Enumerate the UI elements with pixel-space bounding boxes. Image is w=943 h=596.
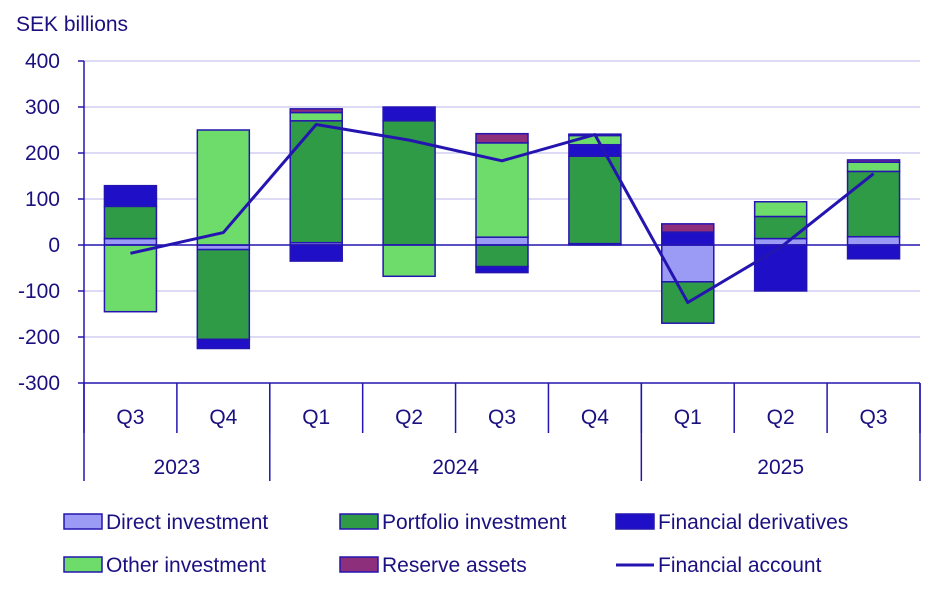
- legend-swatch-direct: [63, 513, 103, 530]
- year-label: 2025: [757, 456, 804, 479]
- legend-swatch-portfolio: [339, 513, 379, 530]
- legend-swatch-derivatives: [615, 513, 655, 530]
- bar-segment-reserve-assets: [846, 159, 901, 163]
- legend-label-portfolio: Portfolio investment: [382, 511, 567, 534]
- bar-segment-other-investment: [103, 244, 158, 313]
- bar-segment-financial-derivatives: [661, 231, 715, 246]
- x-tick-label: Q4: [581, 406, 609, 429]
- bar-segment-other-investment: [382, 244, 436, 278]
- bar-segment-portfolio-investment: [846, 170, 901, 238]
- bar-segment-financial-derivatives: [103, 184, 158, 208]
- bar-segment-other-investment: [846, 161, 901, 173]
- x-tick-label: Q2: [395, 406, 423, 429]
- x-tick-label: Q3: [116, 406, 144, 429]
- bar-segment-financial-derivatives: [196, 338, 251, 350]
- legend: Direct investment Portfolio investment F…: [63, 511, 848, 577]
- bar-segment-financial-derivatives: [753, 244, 808, 292]
- y-axis-label: SEK billions: [16, 13, 128, 36]
- axes: 400 300 200 100 0 -100 -200 -300 Q3 Q4 Q1 Q2 Q3 Q4 Q1 Q…: [18, 50, 921, 481]
- x-tick-label: Q3: [860, 406, 888, 429]
- bar-segment-financial-derivatives: [568, 143, 622, 157]
- legend-label-other: Other investment: [106, 554, 266, 577]
- bar-segment-financial-derivatives: [475, 265, 529, 274]
- legend-swatch-reserve: [339, 556, 379, 573]
- bar-segment-other-investment: [475, 142, 529, 238]
- y-tick-label: 0: [48, 234, 60, 257]
- legend-label-derivatives: Financial derivatives: [658, 511, 848, 534]
- legend-label-account: Financial account: [658, 554, 822, 577]
- bar-segment-direct-investment: [475, 236, 529, 246]
- bar-segment-portfolio-investment: [289, 120, 343, 244]
- y-tick-label: 200: [25, 142, 60, 165]
- x-tick-label: Q1: [674, 406, 702, 429]
- bar-segment-financial-derivatives: [289, 244, 343, 262]
- financial-account-line: [130, 122, 875, 304]
- bar-segment-direct-investment: [103, 237, 158, 246]
- bar-segment-direct-investment: [846, 235, 901, 246]
- x-tick-label: Q1: [302, 406, 330, 429]
- y-tick-label: -100: [18, 280, 60, 303]
- bar-segment-financial-derivatives: [382, 106, 436, 122]
- bar-segment-other-investment: [753, 201, 808, 218]
- x-tick-label: Q3: [488, 406, 516, 429]
- y-tick-label: 400: [25, 50, 60, 73]
- legend-label-reserve: Reserve assets: [382, 554, 527, 577]
- bar-stacks: [103, 106, 901, 350]
- bar-segment-other-investment: [196, 129, 251, 246]
- x-tick-label: Q2: [767, 406, 795, 429]
- y-tick-label: -200: [18, 326, 60, 349]
- bar-segment-direct-investment: [753, 237, 808, 246]
- bar-segment-direct-investment: [661, 244, 715, 283]
- x-tick-label: Q4: [209, 406, 237, 429]
- bar-segment-other-investment: [289, 111, 343, 122]
- year-label: 2023: [154, 456, 201, 479]
- bar-segment-reserve-assets: [289, 108, 343, 114]
- year-label: 2024: [432, 456, 479, 479]
- y-tick-label: 300: [25, 96, 60, 119]
- legend-swatch-other: [63, 556, 103, 573]
- y-tick-label: -300: [18, 372, 60, 395]
- bar-segment-portfolio-investment: [103, 205, 158, 240]
- bar-segment-reserve-assets: [475, 132, 529, 144]
- legend-label-direct: Direct investment: [106, 511, 268, 534]
- bar-segment-portfolio-investment: [475, 244, 529, 268]
- bar-segment-portfolio-investment: [753, 215, 808, 240]
- bar-segment-financial-derivatives: [846, 244, 901, 260]
- bar-segment-reserve-assets: [661, 223, 715, 233]
- bar-segment-portfolio-investment: [196, 248, 251, 341]
- y-tick-label: 100: [25, 188, 60, 211]
